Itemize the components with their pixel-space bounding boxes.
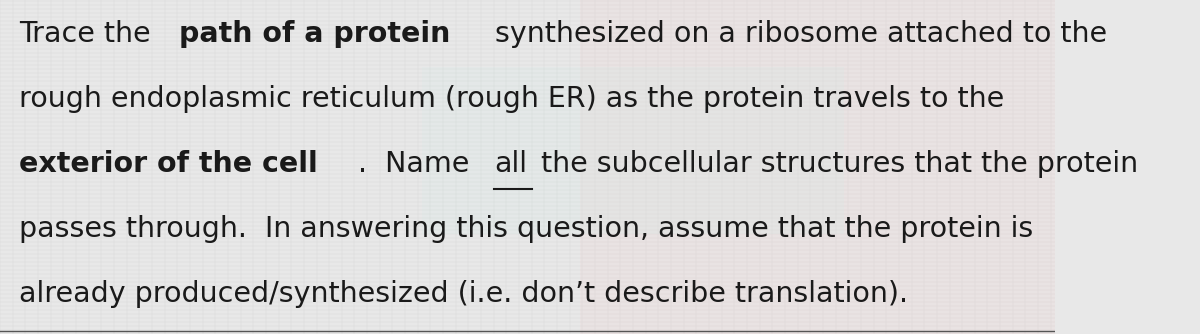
Text: passes through.  In answering this question, assume that the protein is: passes through. In answering this questi… xyxy=(19,215,1033,243)
Bar xyxy=(581,0,1055,334)
Text: Trace the: Trace the xyxy=(19,20,160,48)
Bar xyxy=(422,67,844,234)
Text: all: all xyxy=(494,150,528,178)
Text: already produced/synthesized (i.e. don’t describe translation).: already produced/synthesized (i.e. don’t… xyxy=(19,280,908,308)
Text: .  Name: . Name xyxy=(358,150,479,178)
Text: rough endoplasmic reticulum (rough ER) as the protein travels to the: rough endoplasmic reticulum (rough ER) a… xyxy=(19,85,1004,113)
Text: exterior of the cell: exterior of the cell xyxy=(19,150,318,178)
Text: the subcellular structures that the protein: the subcellular structures that the prot… xyxy=(532,150,1138,178)
Text: path of a protein: path of a protein xyxy=(179,20,450,48)
Text: synthesized on a ribosome attached to the: synthesized on a ribosome attached to th… xyxy=(486,20,1108,48)
